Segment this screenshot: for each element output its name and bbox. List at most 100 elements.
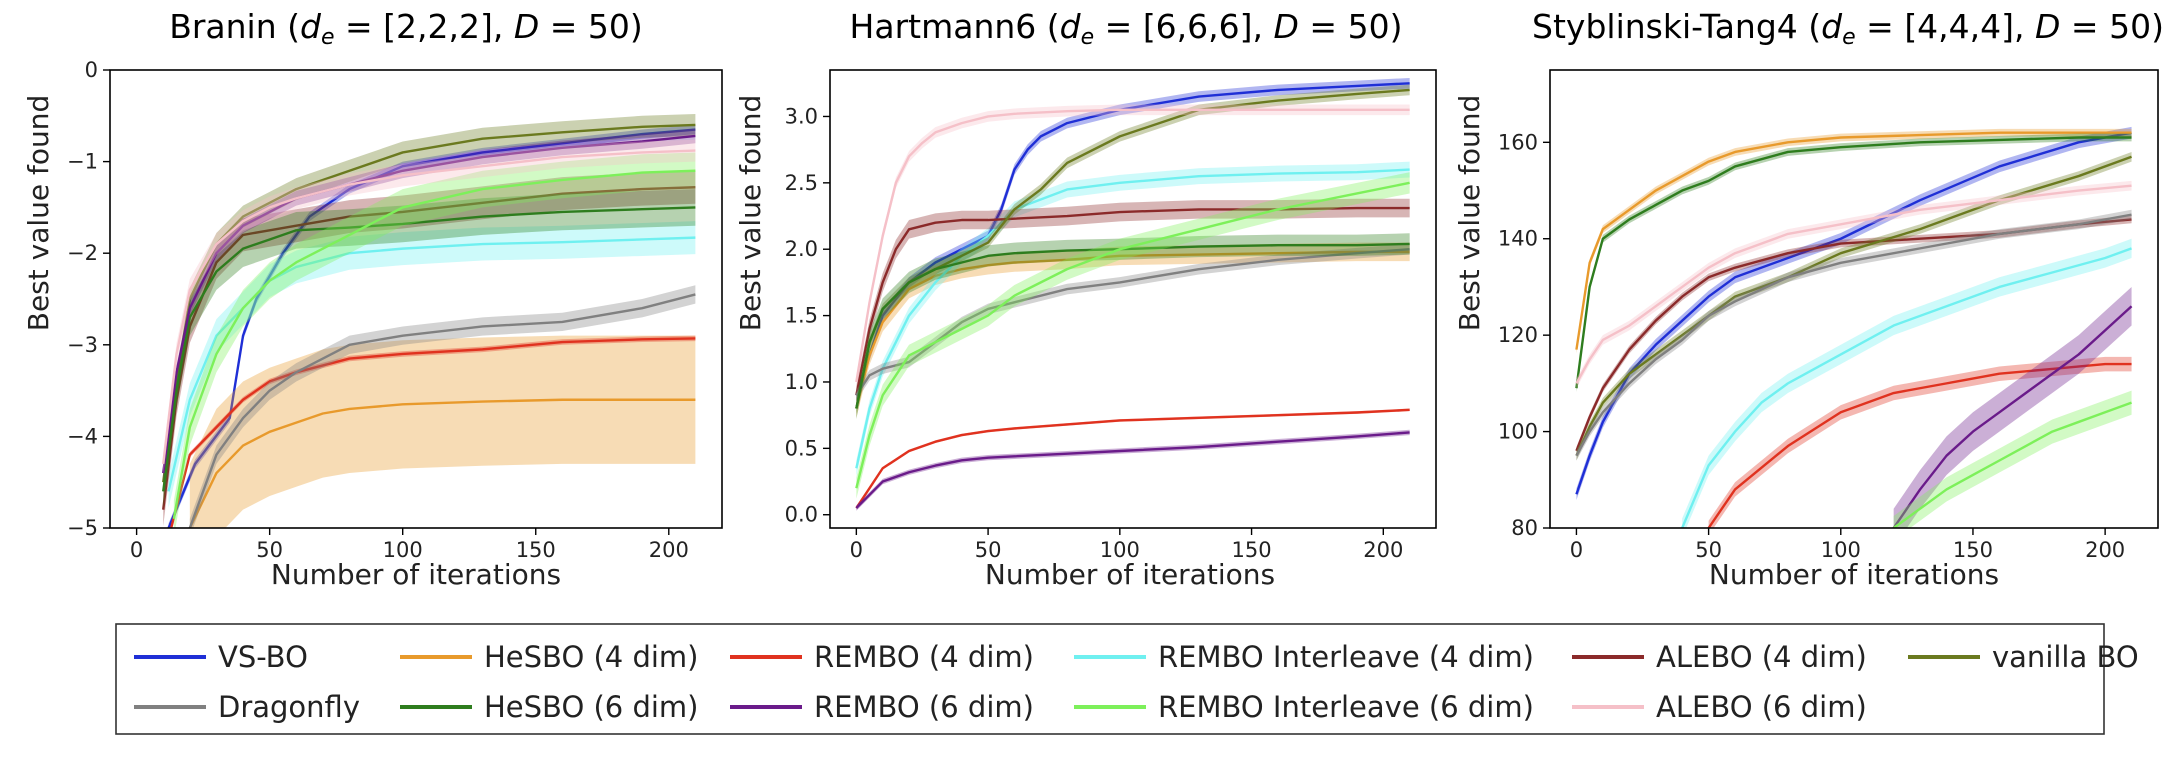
axes-frame: [1549, 69, 2159, 529]
y-tick-label: −5: [67, 516, 98, 540]
y-tick-label: −2: [67, 241, 98, 265]
y-axis-label: Best value found: [734, 95, 767, 332]
title-name: Styblinski-Tang4: [1532, 7, 1798, 46]
series-alebo-4-dim: [1575, 218, 2132, 452]
series-hesbo-4-dim: [855, 250, 1410, 409]
series-vanilla-bo: [1575, 155, 2132, 457]
series-rembo-interleave-4-dim: [855, 168, 1410, 469]
series-rembo-4-dim: [170, 337, 696, 528]
series-alebo-4-dim: [855, 206, 1410, 396]
x-axis-label: Number of iterations: [985, 558, 1275, 591]
legend-label-hesbo-4-dim: HeSBO (4 dim): [484, 640, 699, 674]
y-tick-label: 2.5: [785, 171, 818, 195]
series-vanilla-bo: [162, 123, 696, 483]
y-tick-label: 1.0: [785, 370, 818, 394]
legend-label-alebo-4-dim: ALEBO (4 dim): [1656, 640, 1867, 674]
title-D-value: 50: [2109, 7, 2151, 46]
tick-labels: 0 50 100 150 200 0.0 0.5 1.0 1.5 2.0 2.5 3.0: [785, 104, 1404, 562]
panel-hartmann6: Hartmann6 (de = [6,6,6], D = 50) Best va…: [734, 7, 1437, 591]
panel-title: Branin (de = [2,2,2], D = 50): [169, 7, 643, 50]
band-rembo-6-dim: [856, 429, 1410, 511]
legend-label-rembo-6-dim: REMBO (6 dim): [814, 690, 1034, 724]
series-rembo-6-dim: [1892, 305, 2133, 528]
x-tick-label: 100: [1100, 538, 1140, 562]
band-hesbo-4-dim: [189, 335, 696, 528]
y-tick-label: −3: [67, 333, 98, 357]
axes-frame: [109, 69, 723, 529]
x-tick-label: 0: [130, 538, 143, 562]
plot-area: [1575, 126, 2133, 528]
series-hesbo-6-dim: [1575, 136, 2132, 389]
series-alebo-6-dim: [162, 149, 696, 465]
x-axis-label: Number of iterations: [1709, 558, 1999, 591]
y-tick-label: 0.5: [785, 436, 818, 460]
series-hesbo-4-dim: [1575, 131, 2132, 350]
y-tick-label: 120: [1498, 323, 1538, 347]
series-rembo-4-dim: [855, 408, 1410, 509]
tick-labels: 0 50 100 150 200 0 −1 −2 −3 −4 −5: [67, 58, 689, 562]
title-symbol: d: [1060, 7, 1082, 46]
band-vs-bo: [1576, 126, 2132, 501]
legend-frame: [115, 623, 2105, 735]
band-rembo-interleave-6-dim: [856, 172, 1410, 499]
series-rembo-interleave-6-dim: [172, 169, 696, 520]
plot-area: [855, 77, 1410, 511]
x-tick-label: 200: [1363, 538, 1403, 562]
legend-label-vs-bo: VS-BO: [218, 640, 308, 674]
x-tick-label: 50: [1695, 538, 1722, 562]
x-tick-label: 50: [975, 538, 1002, 562]
panel-branin: Branin (de = [2,2,2], D = 50) Best value…: [22, 7, 723, 591]
title-subscript: e: [1081, 25, 1095, 50]
x-tick-label: 100: [383, 538, 423, 562]
series-dragonfly: [188, 293, 696, 528]
legend-label-rembo-4-dim: REMBO (4 dim): [814, 640, 1034, 674]
y-tick-label: 80: [1511, 516, 1538, 540]
y-tick-label: 100: [1498, 420, 1538, 444]
x-axis-label: Number of iterations: [271, 558, 561, 591]
legend-label-dragonfly: Dragonfly: [218, 690, 360, 724]
y-tick-label: 160: [1498, 130, 1538, 154]
title-D-value: 50: [1348, 7, 1390, 46]
legend-label-hesbo-6-dim: HeSBO (6 dim): [484, 690, 699, 724]
series-rembo-6-dim: [855, 431, 1410, 509]
x-tick-label: 0: [1570, 538, 1583, 562]
legend-label-alebo-6-dim: ALEBO (6 dim): [1656, 690, 1867, 724]
series-rembo-interleave-4-dim: [167, 236, 696, 492]
title-subscript: e: [321, 25, 335, 50]
series-rembo-interleave-6-dim: [855, 181, 1410, 489]
band-dragonfly: [856, 243, 1410, 401]
tick-labels: 0 50 100 150 200 80 100 120 140 160: [1498, 130, 2125, 562]
series-rembo-interleave-4-dim: [1681, 247, 2132, 528]
title-name: Hartmann6: [850, 7, 1037, 46]
title-de-value: [4,4,4]: [1904, 7, 2014, 46]
legend-label-vanilla-bo: vanilla BO: [1992, 640, 2139, 674]
legend-label-rembo-interleave-4-dim: REMBO Interleave (4 dim): [1158, 640, 1534, 674]
band-rembo-6-dim: [1893, 286, 2132, 528]
x-tick-label: 150: [1232, 538, 1272, 562]
panel-styblinski-tang4: Styblinski-Tang4 (de = [4,4,4], D = 50) …: [1453, 7, 2164, 591]
series-alebo-6-dim: [1575, 184, 2132, 384]
band-dragonfly: [189, 285, 696, 528]
band-hesbo-6-dim: [163, 189, 696, 510]
title-symbol: d: [300, 7, 322, 46]
title-name: Branin: [169, 7, 276, 46]
band-rembo-interleave-6-dim: [173, 152, 696, 528]
plot-area: [162, 113, 696, 528]
x-tick-label: 150: [516, 538, 556, 562]
y-tick-label: −1: [67, 150, 98, 174]
y-tick-label: 2.0: [785, 237, 818, 261]
y-tick-label: 0: [85, 58, 98, 82]
band-hesbo-4-dim: [856, 242, 1410, 418]
band-rembo-interleave-4-dim: [168, 221, 696, 508]
x-tick-label: 150: [1953, 538, 1993, 562]
x-tick-label: 200: [649, 538, 689, 562]
legend: VS-BO HeSBO (4 dim) REMBO (4 dim) REMBO Int…: [115, 623, 2139, 735]
y-axis-label: Best value found: [22, 95, 55, 332]
y-tick-label: 140: [1498, 227, 1538, 251]
x-tick-label: 100: [1821, 538, 1861, 562]
y-axis-label: Best value found: [1453, 95, 1486, 332]
y-tick-label: 0.0: [785, 503, 818, 527]
series-alebo-4-dim: [162, 186, 696, 510]
series-vs-bo: [1575, 131, 2132, 495]
title-de-value: [2,2,2]: [383, 7, 493, 46]
